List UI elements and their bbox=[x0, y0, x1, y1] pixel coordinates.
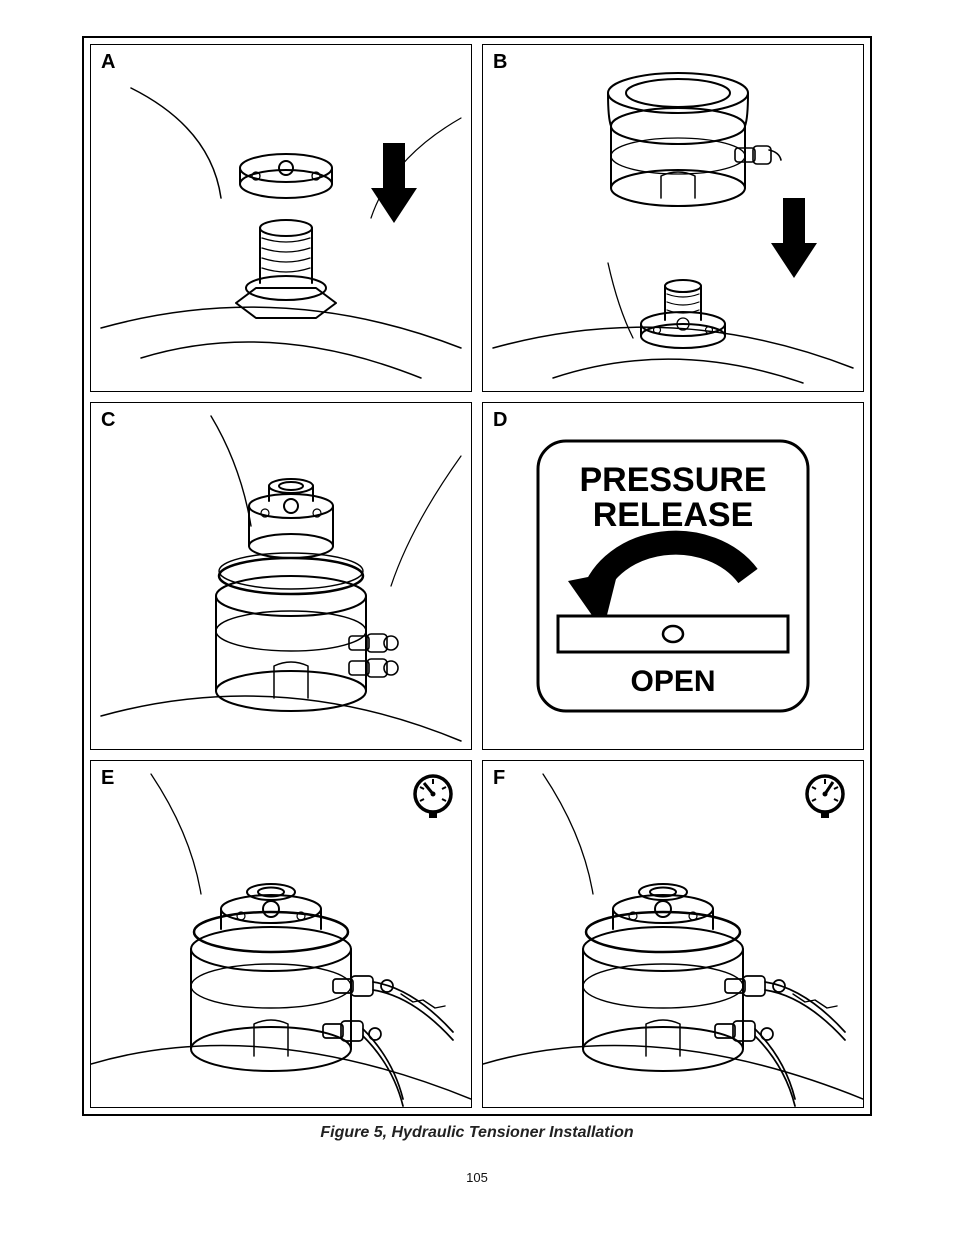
figure-frame: A bbox=[82, 36, 872, 1116]
release-label: RELEASE bbox=[593, 496, 754, 534]
panel-d: D PRESSURE RELEASE OPEN bbox=[482, 402, 864, 750]
open-label: OPEN bbox=[630, 665, 715, 698]
gauge-icon bbox=[415, 776, 451, 818]
panel-e: E bbox=[90, 760, 472, 1108]
release-slot bbox=[558, 616, 788, 652]
panel-b: B bbox=[482, 44, 864, 392]
pressure-label: PRESSURE bbox=[579, 461, 766, 499]
panel-a: A bbox=[90, 44, 472, 392]
down-arrow-icon bbox=[771, 198, 817, 278]
panel-e-label: E bbox=[101, 767, 114, 790]
panel-b-label: B bbox=[493, 51, 507, 74]
panel-d-label: D bbox=[493, 409, 507, 432]
panel-c-label: C bbox=[101, 409, 115, 432]
panel-a-label: A bbox=[101, 51, 115, 74]
panel-c: C bbox=[90, 402, 472, 750]
figure-caption: Figure 5, Hydraulic Tensioner Installati… bbox=[82, 1124, 872, 1142]
page-number: 105 bbox=[82, 1170, 872, 1185]
panel-f-label: F bbox=[493, 767, 505, 790]
panel-f: F bbox=[482, 760, 864, 1108]
down-arrow-icon bbox=[371, 143, 417, 223]
gauge-icon bbox=[807, 776, 843, 818]
